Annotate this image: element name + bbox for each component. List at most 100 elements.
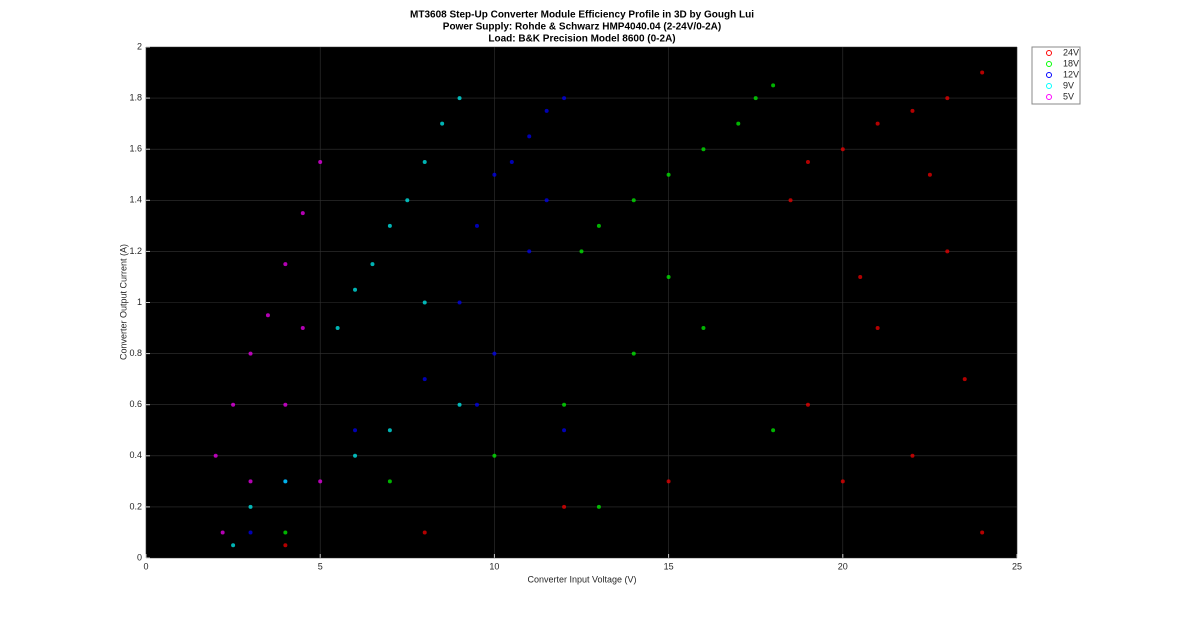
y-tick-label: 1.8 [129, 92, 142, 102]
point [353, 287, 358, 292]
y-tick-label: 1.4 [129, 195, 142, 205]
y-tick-label: 0.4 [129, 450, 142, 460]
point [840, 147, 845, 152]
point [300, 211, 305, 216]
point [353, 428, 358, 433]
point [631, 351, 636, 356]
point [353, 453, 358, 458]
point [387, 428, 392, 433]
point [335, 326, 340, 331]
legend-label: 5V [1063, 91, 1074, 101]
y-tick-label: 0.6 [129, 399, 142, 409]
point [283, 479, 288, 484]
point [788, 198, 793, 203]
point [248, 479, 253, 484]
y-tick-label: 1.6 [129, 144, 142, 154]
point [370, 262, 375, 267]
point [300, 326, 305, 331]
point [283, 530, 288, 535]
point [474, 223, 479, 228]
point [492, 351, 497, 356]
point [265, 313, 270, 318]
point [248, 351, 253, 356]
point [562, 402, 567, 407]
point [875, 326, 880, 331]
point [220, 530, 225, 535]
legend-marker [1046, 83, 1052, 89]
point [457, 300, 462, 305]
point [231, 543, 236, 548]
point [213, 453, 218, 458]
point [666, 479, 671, 484]
chart-subtitle: Load: B&K Precision Model 8600 (0-2A) [488, 34, 675, 45]
point [736, 121, 741, 126]
point [805, 402, 810, 407]
x-tick-label: 10 [489, 561, 499, 571]
point [771, 428, 776, 433]
legend-marker [1046, 61, 1052, 67]
point [927, 172, 932, 177]
y-tick-label: 1.2 [129, 246, 142, 256]
point [910, 453, 915, 458]
x-tick-label: 5 [318, 561, 323, 571]
x-tick-label: 25 [1012, 561, 1022, 571]
point [771, 83, 776, 88]
legend-label: 12V [1063, 69, 1079, 79]
point [875, 121, 880, 126]
point [387, 223, 392, 228]
point [527, 249, 532, 254]
point [387, 479, 392, 484]
point [422, 300, 427, 305]
point [457, 402, 462, 407]
point [562, 504, 567, 509]
point [405, 198, 410, 203]
legend-label: 24V [1063, 47, 1079, 57]
y-axis-label: Converter Output Current (A) [118, 244, 128, 360]
y-tick-label: 0.2 [129, 501, 142, 511]
x-tick-label: 0 [143, 561, 148, 571]
point [562, 428, 567, 433]
legend-label: 18V [1063, 58, 1079, 68]
point [562, 96, 567, 101]
point [840, 479, 845, 484]
x-axis-label: Converter Input Voltage (V) [527, 574, 636, 584]
point [283, 262, 288, 267]
point [666, 172, 671, 177]
point [422, 159, 427, 164]
point [858, 274, 863, 279]
point [440, 121, 445, 126]
point [701, 326, 706, 331]
point [492, 172, 497, 177]
point [910, 108, 915, 113]
point [474, 402, 479, 407]
point [231, 402, 236, 407]
point [492, 453, 497, 458]
point [962, 377, 967, 382]
point [596, 223, 601, 228]
y-tick-label: 2 [137, 41, 142, 51]
point [283, 543, 288, 548]
point [544, 198, 549, 203]
y-tick-label: 0.8 [129, 348, 142, 358]
point [318, 479, 323, 484]
point [248, 530, 253, 535]
legend-marker [1046, 94, 1052, 100]
point [579, 249, 584, 254]
chart-title: MT3608 Step-Up Converter Module Efficien… [410, 10, 754, 21]
point [980, 530, 985, 535]
legend-marker [1046, 72, 1052, 78]
point [509, 159, 514, 164]
point [980, 70, 985, 75]
point [248, 504, 253, 509]
point [422, 377, 427, 382]
point [666, 274, 671, 279]
x-tick-label: 20 [838, 561, 848, 571]
point [945, 96, 950, 101]
point [527, 134, 532, 139]
point [457, 96, 462, 101]
point [544, 108, 549, 113]
point [701, 147, 706, 152]
point [283, 402, 288, 407]
